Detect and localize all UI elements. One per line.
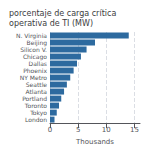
svg-text:Thousands: Thousands (75, 138, 114, 146)
svg-text:London: London (25, 116, 47, 123)
svg-text:Toronto: Toronto (24, 102, 47, 109)
svg-text:0: 0 (48, 126, 52, 134)
svg-text:Dallas: Dallas (29, 60, 47, 67)
svg-text:operativa de TI (MW): operativa de TI (MW) (9, 19, 93, 28)
svg-text:Beijing: Beijing (26, 39, 47, 46)
svg-text:porcentaje de carga crítica: porcentaje de carga crítica (9, 9, 119, 18)
svg-text:10: 10 (102, 126, 111, 134)
svg-text:NY Metro: NY Metro (20, 74, 48, 81)
svg-text:Phoenix: Phoenix (23, 67, 47, 74)
svg-text:Tokyo: Tokyo (30, 109, 47, 117)
svg-text:5: 5 (76, 126, 80, 134)
svg-text:Portland: Portland (22, 95, 47, 102)
svg-text:Atlanta: Atlanta (25, 88, 47, 95)
svg-text:Seattle: Seattle (26, 81, 48, 88)
svg-text:15: 15 (130, 126, 139, 134)
svg-text:N. Virginia: N. Virginia (16, 32, 47, 39)
svg-text:Silicon V.: Silicon V. (20, 46, 47, 53)
svg-text:Chicago: Chicago (22, 53, 47, 60)
